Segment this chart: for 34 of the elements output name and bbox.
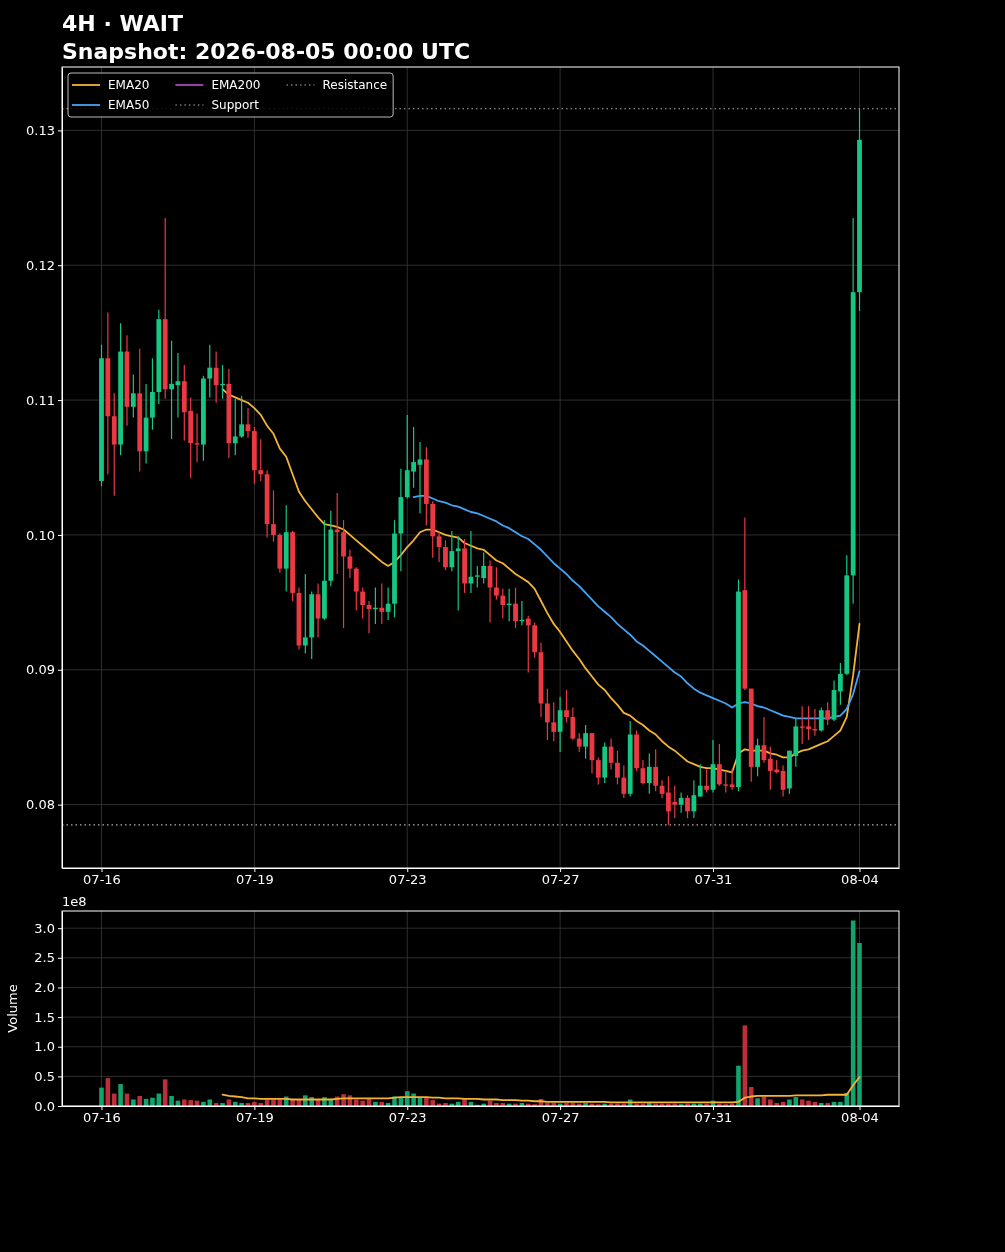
x-tick-label: 07-16 [83,1110,121,1126]
y-tick-label: 3.0 [34,920,55,936]
x-tick-label: 07-23 [388,1110,427,1126]
y-tick-label: 0.12 [26,257,55,273]
chart-subtitle: Snapshot: 2026-08-05 00:00 UTC [62,39,471,64]
legend-label: Resistance [322,78,388,93]
legend-label: EMA50 [108,98,150,113]
y-axis-title: Volume [5,984,20,1033]
y-tick-label: 0.09 [26,662,55,678]
x-tick-label: 07-19 [235,872,274,888]
y-tick-label: 2.0 [34,980,55,996]
x-tick-label: 07-23 [388,872,427,888]
legend-label: EMA20 [108,78,150,93]
y-tick-label: 1.0 [34,1039,55,1055]
y-tick-label: 0.5 [34,1069,55,1085]
x-tick-label: 08-04 [841,1110,879,1126]
x-tick-label: 08-04 [841,872,879,888]
y-tick-label: 0.11 [26,392,55,408]
x-tick-label: 07-31 [694,872,733,888]
y-tick-label: 0.10 [26,527,55,543]
y-tick-label: 0.0 [34,1098,55,1114]
text: 1e8 [62,894,87,909]
y-tick-label: 0.13 [26,123,55,139]
x-tick-label: 07-19 [235,1110,274,1126]
x-tick-label: 07-27 [541,1110,580,1126]
chart-title: 4H · WAIT [62,11,183,36]
x-tick-label: 07-31 [694,1110,733,1126]
y-tick-label: 1.5 [34,1009,55,1025]
legend-label: EMA200 [211,78,261,93]
x-tick-label: 07-16 [83,872,121,888]
legend-label: Support [211,98,260,113]
x-tick-label: 07-27 [541,872,580,888]
y-tick-label: 2.5 [34,950,55,966]
y-tick-label: 0.08 [26,797,55,813]
